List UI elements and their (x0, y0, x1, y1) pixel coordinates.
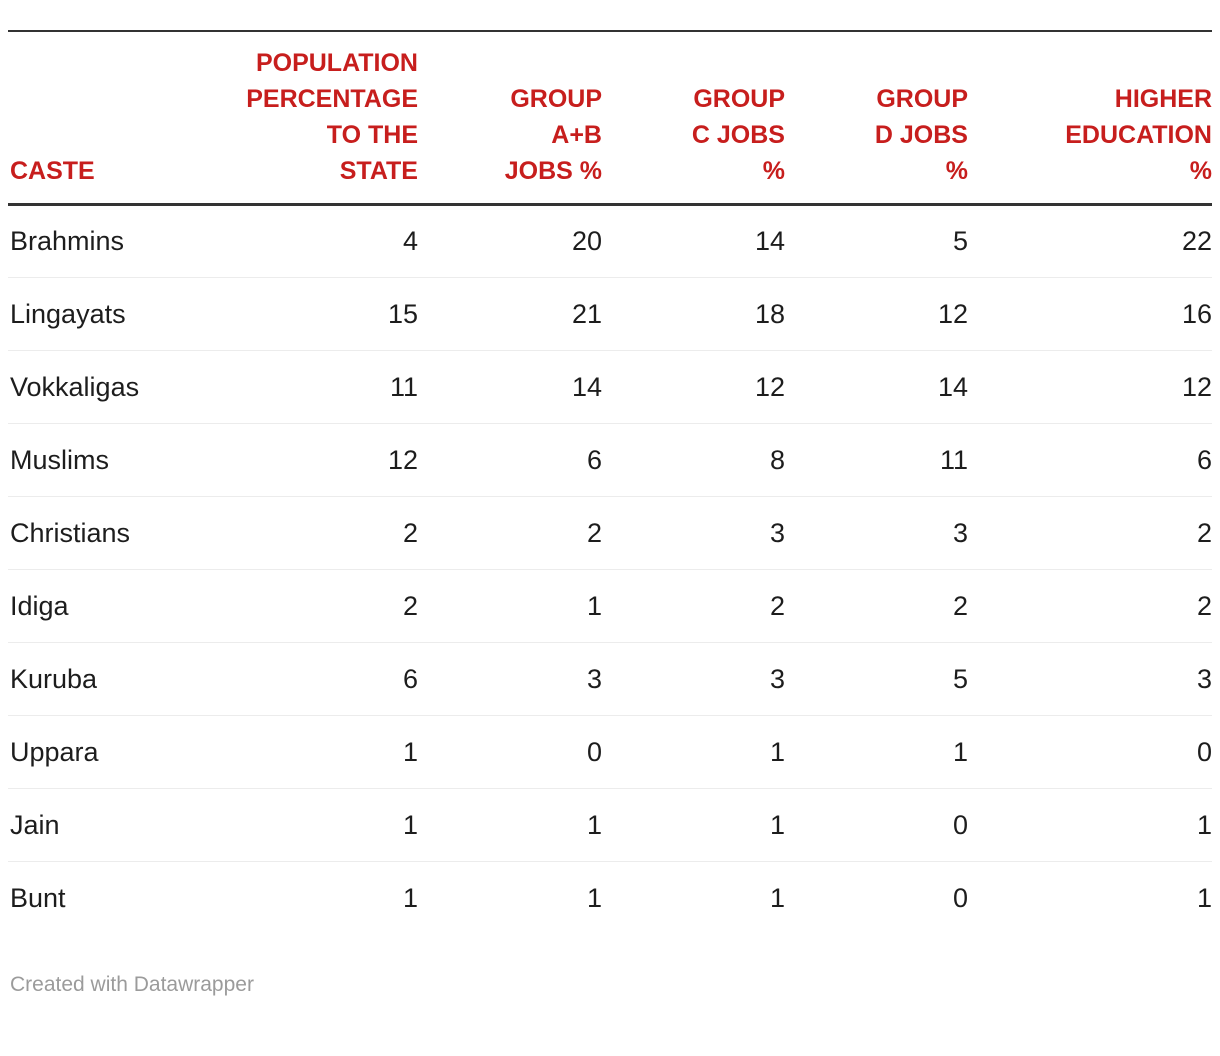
cell-group-ab-jobs: 6 (418, 423, 602, 497)
cell-higher-education: 2 (968, 496, 1212, 570)
table-row-vokkaligas: Vokkaligas 11 14 12 14 12 (8, 350, 1212, 424)
cell-group-c-jobs: 1 (602, 788, 785, 862)
cell-group-d-jobs: 11 (785, 423, 968, 497)
cell-higher-education: 22 (968, 204, 1212, 278)
table-body: Brahmins 4 20 14 5 22 Lingayats 15 21 18… (8, 204, 1212, 935)
cell-group-ab-jobs: 14 (418, 350, 602, 424)
cell-group-d-jobs: 5 (785, 642, 968, 716)
table-row-idiga: Idiga 2 1 2 2 2 (8, 569, 1212, 643)
cell-group-c-jobs: 3 (602, 642, 785, 716)
cell-group-ab-jobs: 20 (418, 204, 602, 278)
table-row-muslims: Muslims 12 6 8 11 6 (8, 423, 1212, 497)
cell-population-percentage: 1 (218, 788, 418, 862)
cell-higher-education: 2 (968, 569, 1212, 643)
attribution-text: Created with Datawrapper (10, 972, 254, 996)
cell-population-percentage: 2 (218, 496, 418, 570)
cell-group-c-jobs: 1 (769, 882, 785, 913)
table-row-uppara: Uppara 1 0 1 1 0 (8, 715, 1212, 789)
cell-group-d-jobs: 5 (785, 204, 968, 278)
cell-group-ab-jobs: 1 (418, 788, 602, 862)
cell-group-d-jobs: 3 (785, 496, 968, 570)
cell-group-ab-jobs: 2 (418, 496, 602, 570)
cell-caste: Idiga (8, 569, 218, 643)
cell-caste: Brahmins (8, 204, 218, 278)
cell-group-c-jobs: 2 (602, 569, 785, 643)
cell-population-percentage: 6 (218, 642, 418, 716)
cell-group-d-jobs: 1 (785, 715, 968, 789)
cell-group-ab-jobs: 1 (418, 569, 602, 643)
cell-population-percentage: 12 (218, 423, 418, 497)
table-row-bunt: Bunt 1 1 1 0 1 (8, 862, 1212, 935)
caste-statistics-table: CASTE POPULATION PERCENTAGE TO THE STATE… (8, 30, 1212, 935)
cell-caste: Uppara (8, 715, 218, 789)
cell-group-c-jobs: 8 (602, 423, 785, 497)
table-row-kuruba: Kuruba 6 3 3 5 3 (8, 642, 1212, 716)
table-header: CASTE POPULATION PERCENTAGE TO THE STATE… (8, 31, 1212, 206)
column-header-population-percentage: POPULATION PERCENTAGE TO THE STATE (218, 31, 418, 206)
cell-caste: Lingayats (8, 277, 218, 351)
cell-group-c-jobs: 18 (602, 277, 785, 351)
column-header-higher-education: HIGHER EDUCATION % (968, 31, 1212, 206)
cell-caste: Bunt (10, 882, 66, 913)
cell-population-percentage: 15 (218, 277, 418, 351)
table-row-jain: Jain 1 1 1 0 1 (8, 788, 1212, 862)
cell-higher-education: 1 (968, 788, 1212, 862)
cell-group-c-jobs: 3 (602, 496, 785, 570)
cell-population-percentage: 11 (218, 350, 418, 424)
column-header-group-d-jobs: GROUP D JOBS % (785, 31, 968, 206)
cell-population-percentage: 1 (402, 882, 418, 913)
cell-group-c-jobs: 14 (602, 204, 785, 278)
cell-caste: Christians (8, 496, 218, 570)
datawrapper-table-page: CASTE POPULATION PERCENTAGE TO THE STATE… (0, 30, 1220, 997)
cell-higher-education: 6 (968, 423, 1212, 497)
cell-caste: Vokkaligas (8, 350, 218, 424)
cell-caste: Kuruba (8, 642, 218, 716)
cell-higher-education: 3 (968, 642, 1212, 716)
cell-population-percentage: 2 (218, 569, 418, 643)
cell-group-c-jobs: 12 (602, 350, 785, 424)
column-header-group-ab-jobs: GROUP A+B JOBS % (418, 31, 602, 206)
header-row: CASTE POPULATION PERCENTAGE TO THE STATE… (8, 31, 1212, 206)
cell-group-ab-jobs: 21 (418, 277, 602, 351)
table-row-christians: Christians 2 2 3 3 2 (8, 496, 1212, 570)
cell-population-percentage: 1 (218, 715, 418, 789)
cell-caste: Muslims (8, 423, 218, 497)
cell-higher-education: 16 (968, 277, 1212, 351)
cell-group-d-jobs: 0 (785, 788, 968, 862)
column-header-group-c-jobs: GROUP C JOBS % (602, 31, 785, 206)
cell-group-ab-jobs: 3 (418, 642, 602, 716)
cell-group-d-jobs: 12 (785, 277, 968, 351)
cell-population-percentage: 4 (218, 204, 418, 278)
cell-group-ab-jobs: 0 (418, 715, 602, 789)
cell-group-d-jobs: 14 (785, 350, 968, 424)
cell-group-d-jobs: 0 (952, 882, 968, 913)
cell-group-c-jobs: 1 (602, 715, 785, 789)
cell-group-d-jobs: 2 (785, 569, 968, 643)
cell-higher-education: 0 (968, 715, 1212, 789)
cell-higher-education: 12 (968, 350, 1212, 424)
table-row-lingayats: Lingayats 15 21 18 12 16 (8, 277, 1212, 351)
column-header-caste: CASTE (8, 31, 218, 206)
table-row-brahmins: Brahmins 4 20 14 5 22 (8, 204, 1212, 278)
cell-higher-education: 1 (1196, 882, 1212, 913)
cell-group-ab-jobs: 1 (586, 882, 602, 913)
cell-caste: Jain (8, 788, 218, 862)
